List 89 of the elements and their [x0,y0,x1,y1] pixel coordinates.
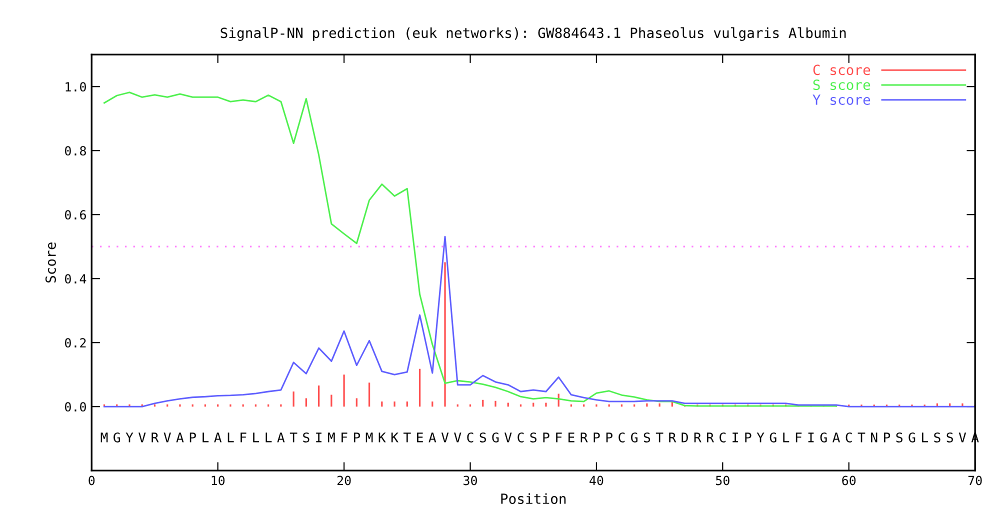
text: S score [813,80,870,90]
annotation: C [846,432,852,442]
annotation: I [808,432,814,442]
text: C score [813,64,870,76]
annotation: C [618,432,625,442]
annotation: G [908,432,916,442]
annotation: F [556,432,562,442]
annotation: K [378,432,386,442]
annotation: I [732,432,738,442]
annotation: C [518,432,524,442]
annotation: L [266,432,272,442]
annotation: A [277,432,285,442]
x-tick-label: 0 [88,476,95,486]
annotation: R [669,432,676,442]
annotation: G [770,432,776,442]
annotation: P [884,432,890,442]
annotation: A [832,432,840,442]
annotation: T [656,432,664,442]
annotation: V [454,432,462,442]
annotation: P [594,432,600,442]
annotation: A [214,432,222,442]
annotation: V [441,432,449,442]
annotation: S [480,432,486,442]
annotation: L [783,432,790,442]
annotation: Y [126,432,134,442]
x-tick-label: 10 [212,476,225,486]
annotation: R [694,432,702,442]
annotation: S [934,432,940,442]
annotation: S [303,432,310,442]
annotation: S [896,432,902,442]
annotation: P [745,432,752,442]
x-axis-title: Position [501,493,566,504]
annotation: L [253,432,260,442]
annotation: R [580,432,588,442]
annotation: K [391,432,398,442]
annotation: V [504,432,512,442]
annotation: V [164,432,171,442]
y-axis-title: Score [45,242,56,283]
annotation: L [922,432,928,442]
annotation: S [644,432,650,442]
text: Y score [812,94,870,105]
annotation: S [946,432,953,442]
annotation: V [138,432,146,442]
annotation: S [530,432,536,442]
annotation: N [871,432,878,442]
annotation: T [290,432,298,442]
annotation: P [354,432,360,442]
annotation: I [316,432,322,442]
annotation: M [100,432,108,442]
chart-title: SignalP-NN prediction (euk networks): GW884643.1 Phaseolus vulgaris Albumin [220,27,846,41]
y-tick-label: 0.8 [65,146,86,156]
y-tick-label: 1.0 [66,82,86,92]
annotation: A [176,432,184,442]
x-tick-label: 20 [337,476,351,486]
x-tick-label: 60 [842,476,856,486]
x-tick-label: 70 [968,476,982,486]
annotation: G [631,432,638,442]
annotation: F [796,432,802,442]
annotation: G [492,432,499,442]
y-tick-label: 0.2 [65,338,86,348]
annotation: D [682,432,688,442]
annotation: R [707,432,714,442]
y-tick-label: 0.6 [65,210,86,220]
annotation: E [417,432,423,442]
annotation: M [366,432,373,442]
y-tick-label: 0.4 [65,274,86,284]
annotation: R [152,432,159,442]
y-tick-label: 0.0 [65,402,86,412]
x-tick-label: 30 [464,476,477,486]
x-tick-label: 50 [716,476,730,486]
annotation: F [240,432,246,442]
annotation: A [428,432,436,442]
annotation: T [858,432,866,442]
annotation: G [820,432,827,442]
annotation: M [328,432,335,442]
annotation: P [190,432,196,442]
annotation: Y [756,432,764,442]
annotation: P [543,432,550,442]
annotation: C [467,432,474,442]
x-tick-label: 40 [590,476,604,486]
annotation: L [202,432,209,442]
annotation: P [606,432,612,442]
annotation: C [720,432,726,442]
annotation: E [568,432,574,442]
annotation: G [114,432,120,442]
annotation: V [958,432,966,442]
annotation: F [342,432,348,442]
annotation: T [403,432,411,442]
annotation: L [228,432,234,442]
